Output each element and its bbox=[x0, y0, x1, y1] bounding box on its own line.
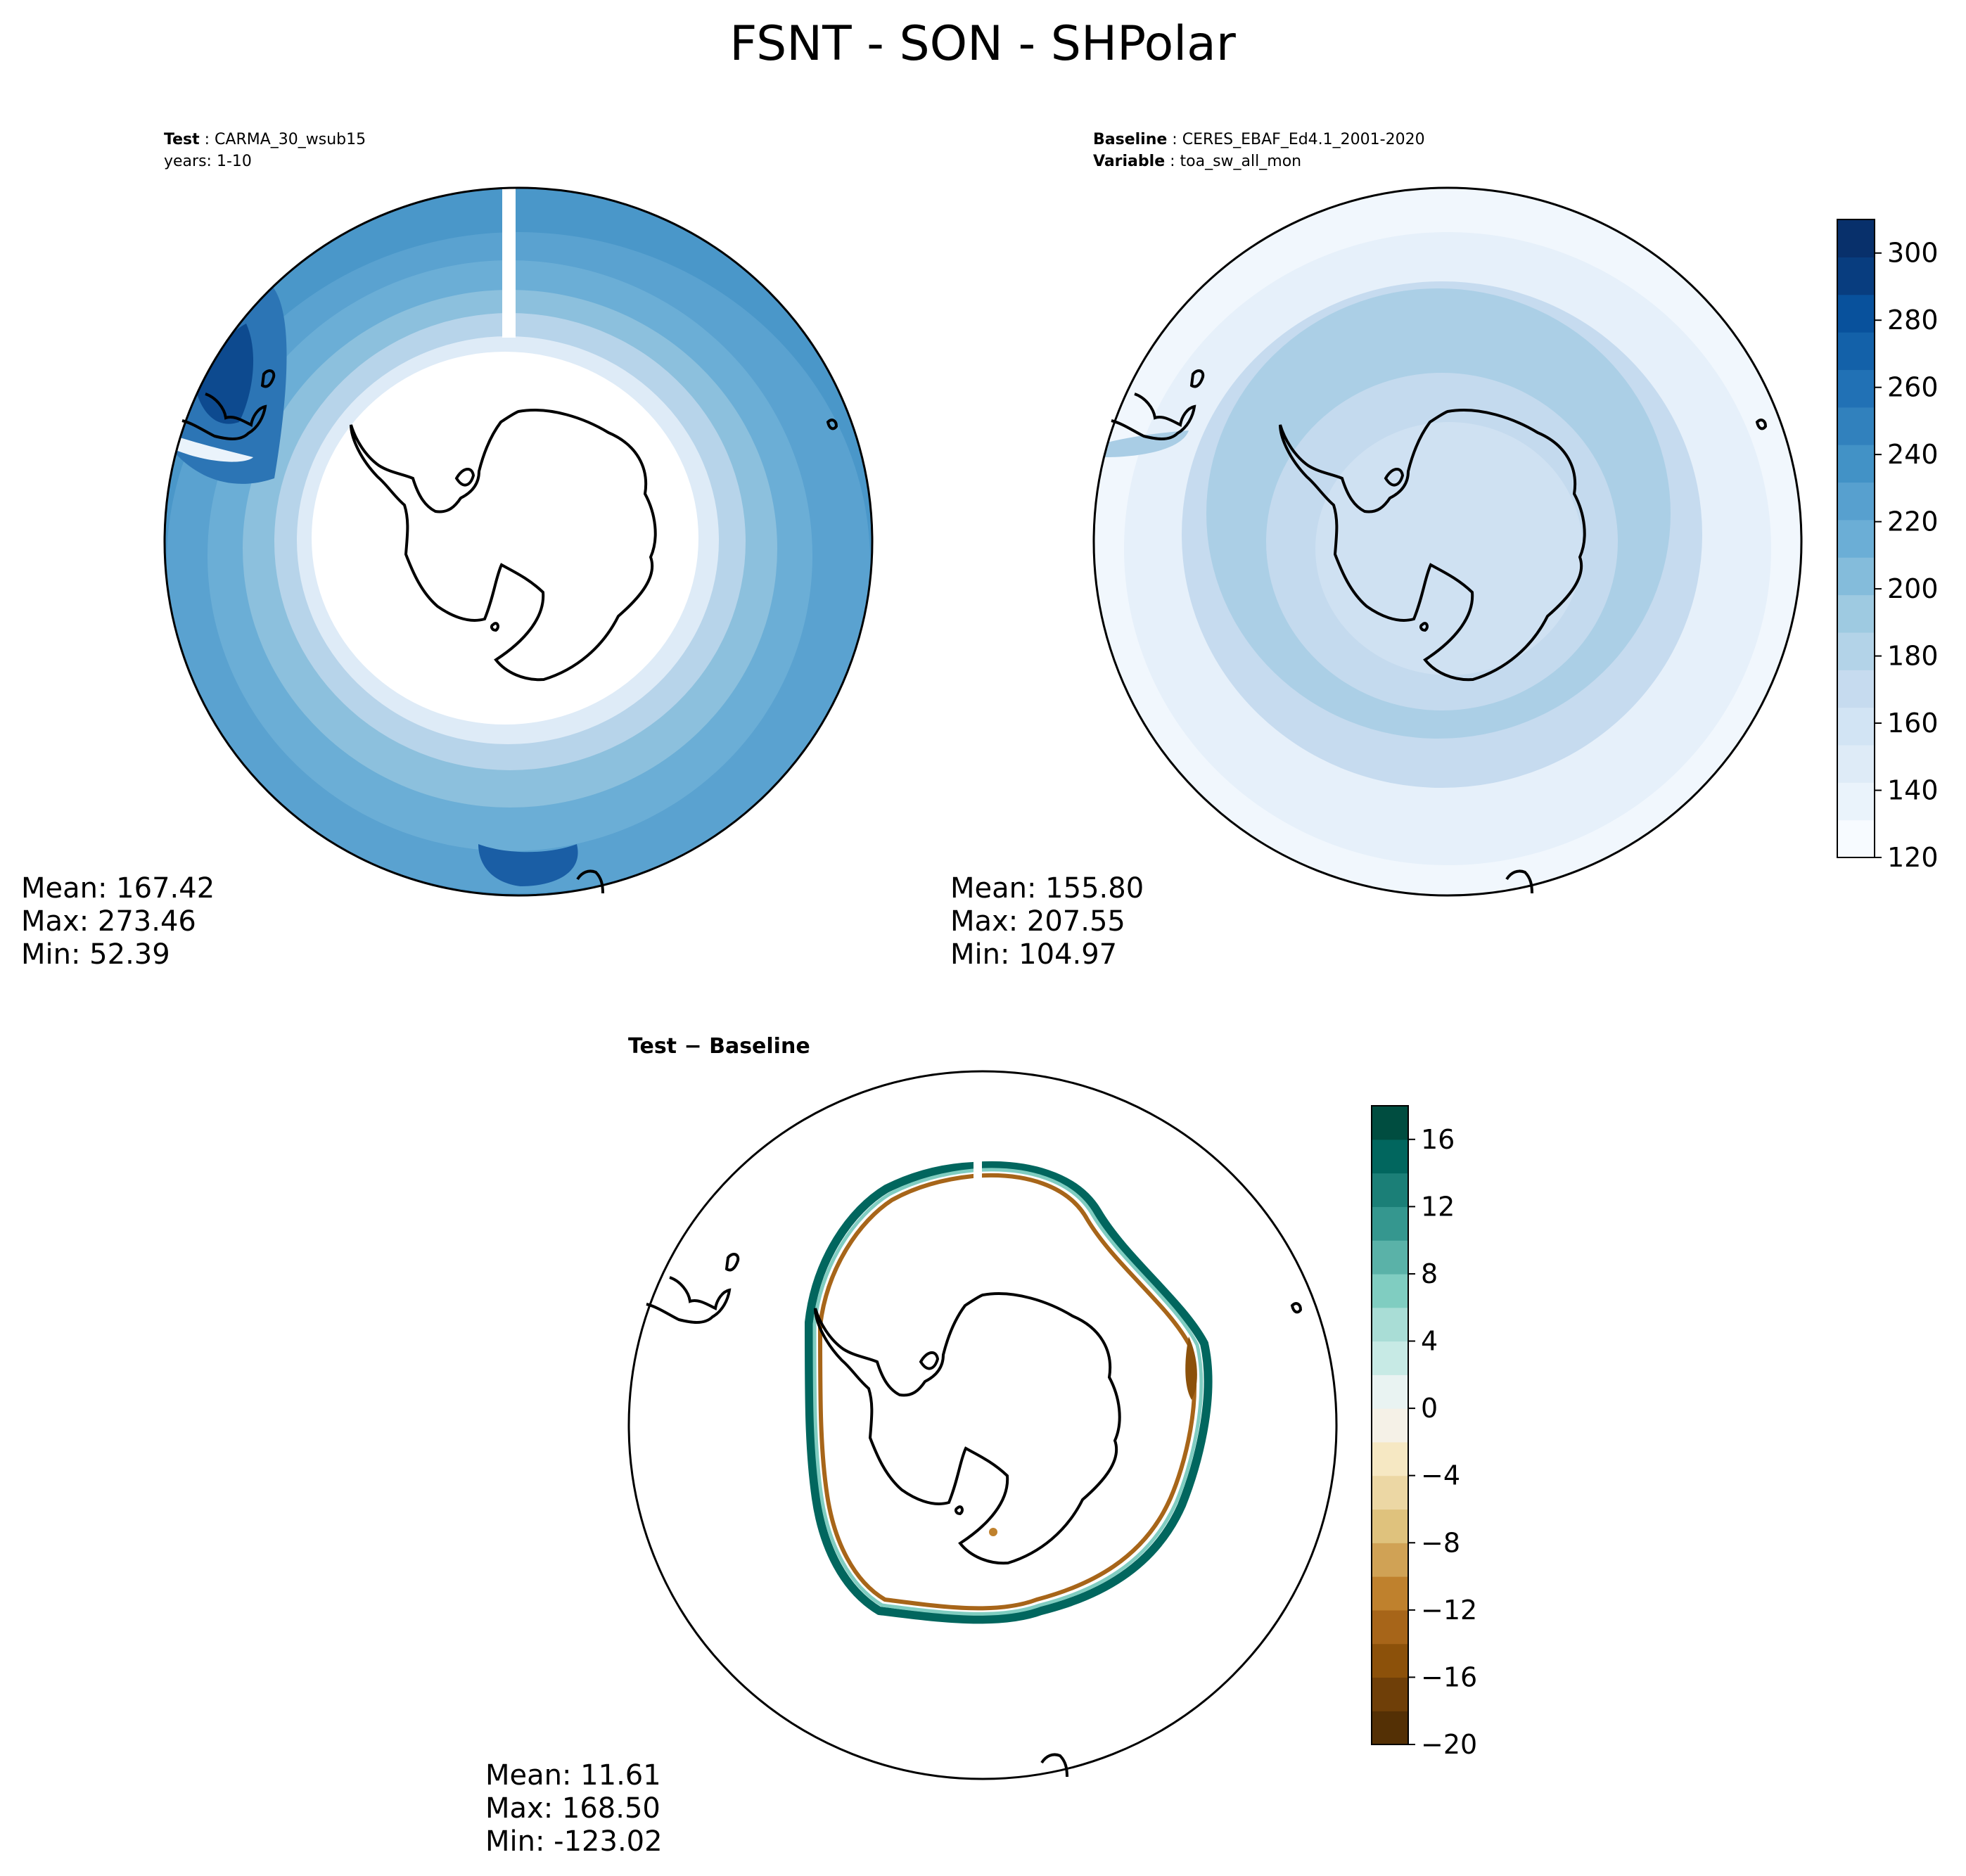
baseline-map-boundary bbox=[1092, 186, 1803, 897]
colorbar-sequential-segment bbox=[1837, 407, 1875, 445]
colorbar-sequential-tick-label: 220 bbox=[1887, 506, 1939, 537]
colorbar-sequential-tick-label: 180 bbox=[1887, 641, 1939, 672]
colorbar-diverging-segment bbox=[1372, 1341, 1408, 1375]
colorbar-diverging-outline bbox=[1371, 1105, 1409, 1745]
test-header-value: CARMA_30_wsub15 bbox=[215, 131, 366, 148]
colorbar-sequential-tick-label: 200 bbox=[1887, 573, 1939, 604]
colorbar-diverging-tick-label: 0 bbox=[1421, 1393, 1438, 1424]
test-header-line1: Test : CARMA_30_wsub15 bbox=[164, 131, 366, 148]
colorbar-diverging-segment bbox=[1372, 1173, 1408, 1207]
difference-header-right: Baseline bbox=[709, 1034, 810, 1059]
colorbar-diverging-tick-label: −20 bbox=[1421, 1729, 1477, 1760]
baseline-panel: Baseline : CERES_EBAF_Ed4.1_2001-2020 Va… bbox=[950, 131, 1939, 971]
colorbar-diverging-segment bbox=[1372, 1441, 1408, 1476]
test-stat-max: Max: 273.46 bbox=[21, 905, 196, 938]
colorbar-sequential-tick-label: 140 bbox=[1887, 775, 1939, 806]
difference-header-left: Test bbox=[628, 1034, 677, 1059]
difference-map-field bbox=[629, 1071, 1336, 1779]
colorbar-diverging-segment bbox=[1372, 1609, 1408, 1645]
colorbar-sequential: 120 140 160 180 200 220 240 260 280 300 bbox=[1837, 219, 1939, 873]
colorbar-diverging-segment bbox=[1372, 1475, 1408, 1510]
colorbar-diverging-tick-label: 4 bbox=[1421, 1326, 1438, 1357]
colorbar-diverging-tick-label: −4 bbox=[1421, 1460, 1460, 1491]
colorbar-sequential-segment bbox=[1837, 670, 1875, 708]
difference-stat-mean: Mean: 11.61 bbox=[485, 1759, 661, 1792]
difference-header-operator: − bbox=[684, 1034, 701, 1059]
colorbar-sequential-segment bbox=[1837, 482, 1875, 521]
colorbar-diverging-segment bbox=[1372, 1273, 1408, 1308]
difference-header: Test − Baseline bbox=[628, 1034, 810, 1059]
colorbar-diverging-tick-label: 16 bbox=[1421, 1124, 1455, 1155]
figure-title: FSNT - SON - SHPolar bbox=[729, 16, 1236, 72]
colorbar-diverging-tick-label: 8 bbox=[1421, 1258, 1438, 1289]
difference-stat-max: Max: 168.50 bbox=[485, 1792, 660, 1825]
colorbar-diverging-tick-label: −16 bbox=[1421, 1661, 1477, 1692]
baseline-map-field bbox=[1094, 188, 1801, 895]
test-stat-mean: Mean: 167.42 bbox=[21, 872, 215, 905]
colorbar-sequential-tick-label: 300 bbox=[1887, 238, 1939, 269]
test-map-field bbox=[165, 188, 872, 895]
difference-panel: Test − Baseline Mean: 11.61 Max: 168.50 … bbox=[485, 1034, 1477, 1858]
colorbar-diverging-segment bbox=[1372, 1408, 1408, 1443]
colorbar-sequential-segment bbox=[1837, 707, 1875, 746]
colorbar-diverging-tick-label: −12 bbox=[1421, 1595, 1477, 1626]
colorbar-diverging-segment bbox=[1372, 1240, 1408, 1275]
colorbar-diverging-segment bbox=[1372, 1106, 1408, 1140]
colorbar-sequential-tick-label: 260 bbox=[1887, 372, 1939, 403]
difference-stat-min: Min: -123.02 bbox=[485, 1825, 663, 1858]
colorbar-diverging: −20 −16 −12 −8 −4 0 4 8 12 16 bbox=[1371, 1105, 1477, 1760]
colorbar-diverging-segment bbox=[1372, 1711, 1408, 1745]
baseline-header-value: CERES_EBAF_Ed4.1_2001-2020 bbox=[1182, 131, 1425, 148]
baseline-stat-min: Min: 104.97 bbox=[950, 938, 1117, 971]
baseline-header-line1: Baseline : CERES_EBAF_Ed4.1_2001-2020 bbox=[1093, 131, 1425, 148]
colorbar-sequential-segment bbox=[1837, 744, 1875, 783]
colorbar-sequential-tick-label: 280 bbox=[1887, 305, 1939, 336]
baseline-variable-value: toa_sw_all_mon bbox=[1180, 153, 1302, 170]
colorbar-sequential-tick-label: 120 bbox=[1887, 842, 1939, 873]
baseline-variable-key: Variable bbox=[1093, 153, 1165, 170]
colorbar-sequential-segment bbox=[1837, 519, 1875, 558]
colorbar-diverging-segment bbox=[1372, 1509, 1408, 1543]
colorbar-sequential-segment bbox=[1837, 257, 1875, 295]
baseline-header-key: Baseline bbox=[1093, 131, 1167, 148]
colorbar-diverging-segment bbox=[1372, 1307, 1408, 1342]
test-stat-min: Min: 52.39 bbox=[21, 938, 170, 971]
colorbar-sequential-segment bbox=[1837, 594, 1875, 633]
colorbar-sequential-segment bbox=[1837, 445, 1875, 483]
baseline-header-line2: Variable : toa_sw_all_mon bbox=[1093, 153, 1301, 170]
colorbar-sequential-segment bbox=[1837, 819, 1875, 858]
colorbar-diverging-segment bbox=[1372, 1677, 1408, 1711]
colorbar-diverging-segment bbox=[1372, 1643, 1408, 1678]
colorbar-diverging-segment bbox=[1372, 1139, 1408, 1174]
colorbar-sequential-segment bbox=[1837, 369, 1875, 408]
baseline-stat-max: Max: 207.55 bbox=[950, 905, 1125, 938]
colorbar-diverging-segment bbox=[1372, 1576, 1408, 1611]
colorbar-sequential-segment bbox=[1837, 332, 1875, 371]
colorbar-sequential-segment bbox=[1837, 557, 1875, 596]
test-header-key: Test bbox=[164, 131, 200, 148]
colorbar-diverging-segment bbox=[1372, 1543, 1408, 1577]
colorbar-diverging-segment bbox=[1372, 1206, 1408, 1241]
colorbar-diverging-segment bbox=[1372, 1374, 1408, 1409]
colorbar-sequential-tick-label: 240 bbox=[1887, 439, 1939, 470]
colorbar-sequential-tick-label: 160 bbox=[1887, 708, 1939, 739]
difference-map-boundary bbox=[627, 1070, 1338, 1780]
test-map-boundary bbox=[163, 186, 874, 897]
colorbar-diverging-tick-label: 12 bbox=[1421, 1191, 1455, 1222]
colorbar-sequential-segment bbox=[1837, 632, 1875, 670]
colorbar-diverging-tick-label: −8 bbox=[1421, 1527, 1460, 1558]
colorbar-sequential-segment bbox=[1837, 782, 1875, 821]
colorbar-sequential-segment bbox=[1837, 294, 1875, 333]
colorbar-sequential-outline bbox=[1837, 219, 1875, 858]
colorbar-sequential-segment bbox=[1837, 219, 1875, 257]
baseline-stat-mean: Mean: 155.80 bbox=[950, 872, 1144, 905]
test-header-years: years: 1-10 bbox=[164, 153, 252, 170]
test-panel: Test : CARMA_30_wsub15 years: 1-10 Mean:… bbox=[21, 131, 874, 971]
